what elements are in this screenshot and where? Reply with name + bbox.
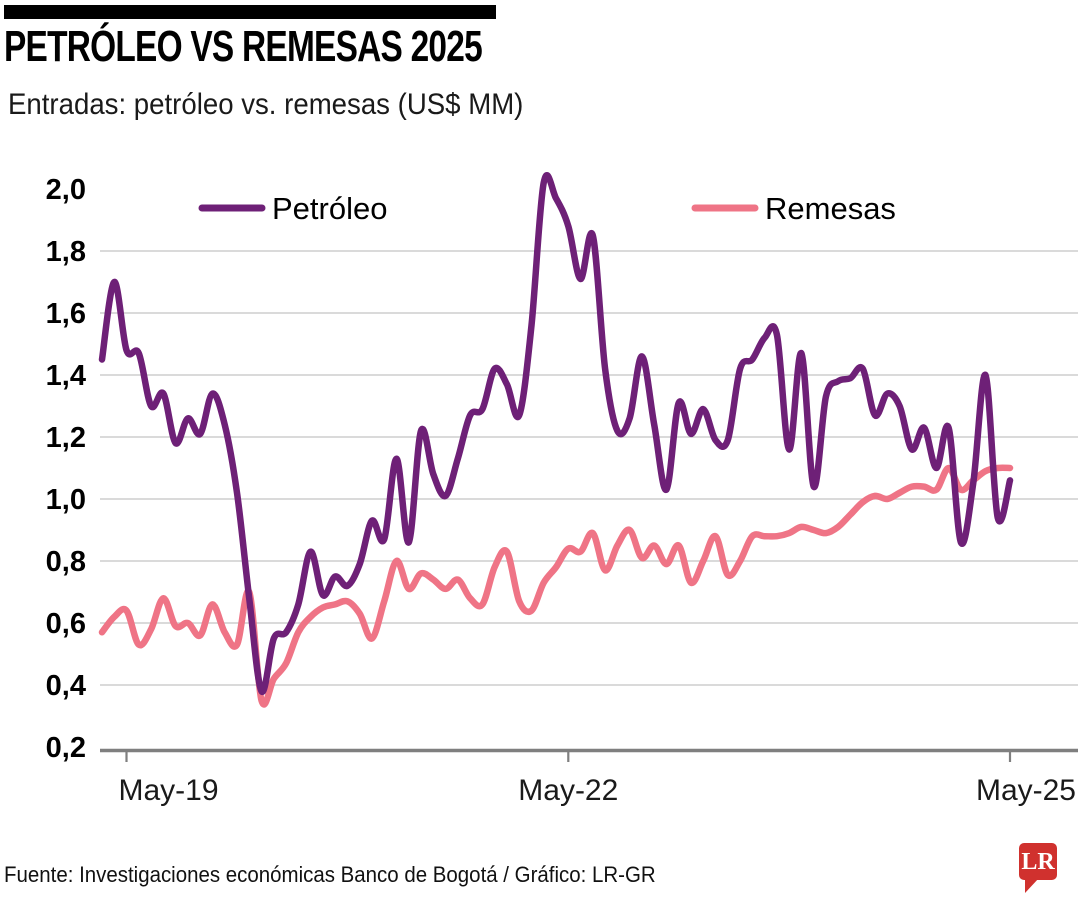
y-tick-label: 0,4: [46, 670, 86, 702]
y-tick-label: 1,4: [46, 360, 86, 392]
x-axis-labels: May-19 May-22 May-25: [119, 774, 1077, 807]
y-tick-label: 1,0: [46, 484, 86, 516]
y-axis-labels: 2,0 1,8 1,6 1,4 1,2 1,0 0,8 0,6 0,4 0,2: [46, 174, 86, 764]
top-accent-bar: [4, 5, 496, 19]
y-tick-label: 1,8: [46, 236, 86, 268]
y-tick-label: 0,8: [46, 546, 86, 578]
y-tick-label: 1,6: [46, 298, 86, 330]
legend-label: Petróleo: [272, 191, 387, 226]
series-lines: [98, 172, 1014, 708]
legend-label: Remesas: [765, 191, 896, 226]
lr-logo-tail-icon: [1025, 878, 1039, 893]
y-tick-label: 0,2: [46, 732, 86, 764]
x-tick-label: May-25: [976, 774, 1076, 807]
y-tick-label: 0,6: [46, 608, 86, 640]
y-tick-label: 1,2: [46, 422, 86, 454]
source-attribution: Fuente: Investigaciones económicas Banco…: [4, 862, 656, 887]
petroleo-line: [98, 172, 1014, 695]
y-tick-label: 2,0: [46, 174, 86, 206]
x-tick-label: May-22: [518, 774, 618, 807]
x-axis: [100, 748, 1078, 762]
x-tick-label: May-19: [119, 774, 219, 807]
chart-subtitle: Entradas: petróleo vs. remesas (US$ MM): [8, 88, 524, 121]
legend: Petróleo Remesas: [198, 191, 896, 226]
page-title: PETRÓLEO VS REMESAS 2025: [4, 22, 483, 71]
gridlines: [100, 250, 1078, 686]
lr-logo: LR: [1019, 843, 1057, 880]
lr-logo-text: LR: [1021, 848, 1055, 875]
